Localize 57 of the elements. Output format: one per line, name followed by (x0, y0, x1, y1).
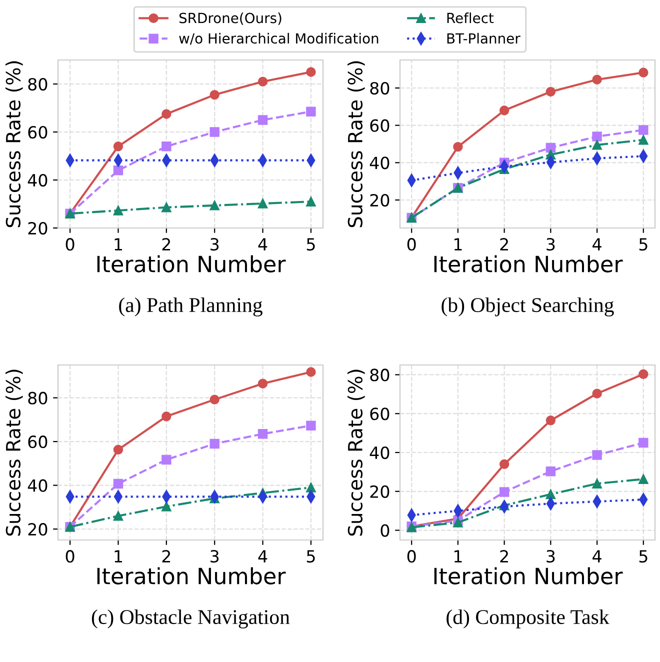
x-axis-title: Iteration Number (434, 567, 623, 584)
x-tick-label: 2 (162, 238, 170, 250)
x-tick-label: 4 (258, 550, 268, 562)
x-tick-label: 5 (306, 550, 315, 563)
y-axis-title: Success Rate (%) (347, 370, 365, 536)
x-tick-label: 3 (546, 238, 555, 251)
x-tick-label: 1 (454, 550, 462, 562)
y-tick-label: 40 (28, 174, 48, 187)
y-axis-title: Success Rate (%) (5, 61, 23, 228)
x-tick-label: 4 (592, 550, 602, 562)
y-tick-label: 20 (28, 222, 48, 235)
x-tick-label: 1 (454, 238, 462, 250)
legend-label: Reflect (447, 12, 494, 24)
y-tick-label: 20 (370, 194, 390, 207)
text: (b) Object Searching (442, 297, 614, 316)
y-tick-label: 80 (370, 82, 390, 95)
x-tick-label: 3 (546, 550, 555, 563)
text: (d) Composite Task (446, 609, 610, 628)
y-tick-label: 80 (370, 368, 390, 382)
legend-label: w/o Hierarchical Modification (179, 32, 378, 45)
y-tick-label: 60 (370, 408, 390, 420)
x-tick-label: 2 (500, 550, 508, 562)
y-tick-label: 80 (28, 78, 48, 91)
y-tick-label: 40 (28, 479, 48, 492)
x-tick-label: 3 (210, 550, 219, 563)
x-tick-label: 4 (258, 238, 268, 250)
x-tick-label: 0 (407, 238, 416, 251)
x-tick-label: 2 (500, 238, 508, 250)
y-tick-label: 60 (28, 436, 48, 448)
y-tick-label: 40 (370, 446, 390, 460)
x-tick-label: 1 (114, 238, 122, 250)
x-tick-label: 0 (66, 550, 74, 563)
y-axis-title: Success Rate (%) (5, 370, 23, 536)
x-axis-title: Iteration Number (434, 255, 623, 272)
y-tick-label: 20 (370, 485, 390, 498)
x-tick-label: 5 (639, 550, 648, 563)
y-tick-label: 60 (370, 119, 390, 132)
x-tick-label: 4 (592, 238, 602, 250)
y-tick-label: 60 (28, 126, 48, 139)
y-tick-label: 80 (28, 392, 48, 404)
x-tick-label: 5 (306, 238, 315, 251)
y-axis-title: Success Rate (%) (347, 61, 365, 228)
text: (a) Path Planning (119, 297, 262, 316)
legend-label: SRDrone(Ours) (179, 12, 282, 25)
x-tick-label: 2 (162, 550, 170, 562)
y-tick-label: 20 (28, 523, 48, 536)
y-tick-label: 0 (380, 524, 390, 537)
x-tick-label: 1 (114, 550, 122, 562)
y-tick-label: 40 (370, 156, 390, 170)
x-tick-label: 3 (210, 238, 219, 251)
x-tick-label: 0 (407, 550, 416, 563)
x-tick-label: 5 (639, 238, 648, 251)
text: (c) Obstacle Navigation (92, 609, 290, 628)
x-tick-label: 0 (66, 238, 74, 251)
x-axis-title: Iteration Number (97, 255, 286, 272)
legend-label: BT-Planner (447, 32, 520, 44)
x-axis-title: Iteration Number (97, 567, 286, 584)
